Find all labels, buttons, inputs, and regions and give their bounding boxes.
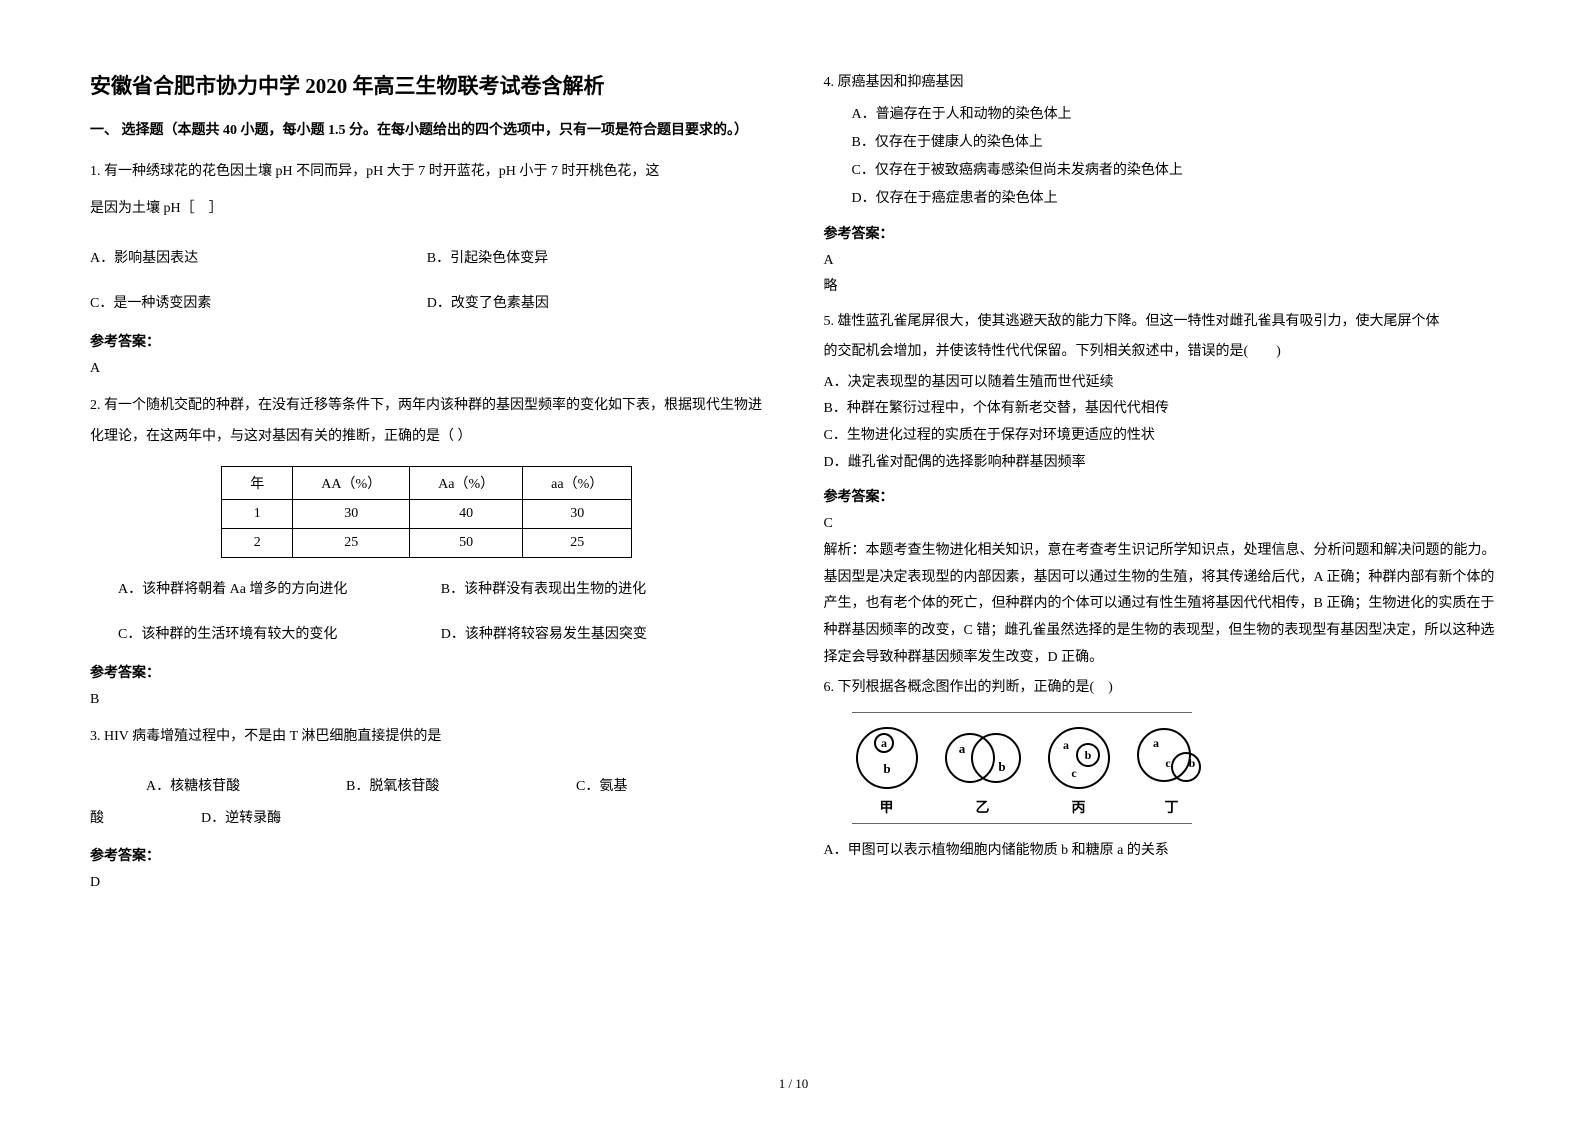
q3-opt-b: B．脱氧核苷酸 xyxy=(346,769,576,804)
diagram-jia: a b 甲 xyxy=(852,723,922,817)
q2-opt-c: C．该种群的生活环境有较大的变化 xyxy=(118,617,441,652)
q2-r2c1: 2 xyxy=(222,529,293,558)
q2-r1c3: 40 xyxy=(410,500,523,529)
q2-th-aa-upper: AA（%） xyxy=(293,467,410,500)
q4-answer-label: 参考答案： xyxy=(824,223,1498,243)
q2-r1c2: 30 xyxy=(293,500,410,529)
q4-opt-c: C．仅存在于被致癌病毒感染但尚未发病者的染色体上 xyxy=(824,157,1498,185)
q1-stem-line2: 是因为土壤 pH［ ］ xyxy=(90,194,764,225)
node-a: a xyxy=(1063,738,1069,752)
q2-th-aa-lower: aa（%） xyxy=(523,467,632,500)
q2-r2c3: 50 xyxy=(410,529,523,558)
diagram-label-yi: 乙 xyxy=(976,797,990,817)
q5-opt-a: A．决定表现型的基因可以随着生殖而世代延续 xyxy=(824,370,1498,397)
q6-diagrams: a b 甲 a b 乙 a xyxy=(824,713,1498,823)
page-number: 1 / 10 xyxy=(779,1076,809,1092)
q2-options-row2: C．该种群的生活环境有较大的变化 D．该种群将较容易发生基因突变 xyxy=(90,617,764,652)
node-c: c xyxy=(1165,756,1171,770)
diagram-ding: a c b 丁 xyxy=(1132,723,1212,817)
q1-opt-a: A．影响基因表达 xyxy=(90,241,427,276)
q1-opt-b: B．引起染色体变异 xyxy=(427,241,764,276)
q5-explain-2: 基因型是决定表现型的内部因素，基因可以通过生物的生殖，将其传递给后代，A 正确；… xyxy=(824,565,1498,671)
left-column: 安徽省合肥市协力中学 2020 年高三生物联考试卷含解析 一、 选择题（本题共 … xyxy=(90,70,764,905)
q2-opt-b: B．该种群没有表现出生物的进化 xyxy=(441,572,764,607)
q4-opt-b: B．仅存在于健康人的染色体上 xyxy=(824,129,1498,157)
q5-explain-1: 解析：本题考查生物进化相关知识，意在考查考生识记所学知识点，处理信息、分析问题和… xyxy=(824,538,1498,565)
q2-options-row1: A．该种群将朝着 Aa 增多的方向进化 B．该种群没有表现出生物的进化 xyxy=(90,572,764,607)
q2-stem: 2. 有一个随机交配的种群，在没有迁移等条件下，两年内该种群的基因型频率的变化如… xyxy=(90,391,764,453)
q3-options-row1: A．核糖核苷酸 B．脱氧核苷酸 C．氨基 xyxy=(90,769,764,804)
diagram-label-ding: 丁 xyxy=(1165,797,1179,817)
q4-opt-d: D．仅存在于癌症患者的染色体上 xyxy=(824,185,1498,213)
q3-options-row2: 酸 D．逆转录酶 xyxy=(90,804,764,835)
q1-options-row1: A．影响基因表达 B．引起染色体变异 xyxy=(90,241,764,276)
table-row: 年 AA（%） Aa（%） aa（%） xyxy=(222,467,632,500)
diagram-label-bing: 丙 xyxy=(1072,797,1086,817)
q5-opt-d: D．雌孔雀对配偶的选择影响种群基因频率 xyxy=(824,450,1498,477)
table-row: 2 25 50 25 xyxy=(222,529,632,558)
q5-answer-label: 参考答案： xyxy=(824,486,1498,506)
node-b: b xyxy=(883,761,890,776)
node-a: a xyxy=(958,741,965,756)
diagram-bing: a b c 丙 xyxy=(1044,723,1114,817)
diagram-label-jia: 甲 xyxy=(880,797,894,817)
q1-options-row2: C．是一种诱变因素 D．改变了色素基因 xyxy=(90,286,764,321)
q1-answer: A xyxy=(90,361,764,377)
q2-th-year: 年 xyxy=(222,467,293,500)
node-a: a xyxy=(1153,736,1159,750)
node-b: b xyxy=(1188,756,1195,770)
diagram-yi: a b 乙 xyxy=(940,723,1026,817)
q4-opt-a: A．普遍存在于人和动物的染色体上 xyxy=(824,101,1498,129)
q1-answer-label: 参考答案： xyxy=(90,331,764,351)
q4-answer: A xyxy=(824,253,1498,269)
q5-stem-line2: 的交配机会增加，并使该特性代代保留。下列相关叙述中，错误的是( ) xyxy=(824,339,1498,366)
node-b: b xyxy=(1084,748,1091,762)
q4-stem: 4. 原癌基因和抑癌基因 xyxy=(824,70,1498,97)
q5-opt-b: B．种群在繁衍过程中，个体有新老交替，基因代代相传 xyxy=(824,396,1498,423)
q5-answer: C xyxy=(824,516,1498,532)
q3-stem: 3. HIV 病毒增殖过程中，不是由 T 淋巴细胞直接提供的是 xyxy=(90,722,764,753)
q5-stem-line1: 5. 雄性蓝孔雀尾屏很大，使其逃避天敌的能力下降。但这一特性对雌孔雀具有吸引力，… xyxy=(824,309,1498,336)
q2-opt-a: A．该种群将朝着 Aa 增多的方向进化 xyxy=(118,572,441,607)
q4-note: 略 xyxy=(824,275,1498,295)
q2-answer: B xyxy=(90,692,764,708)
divider xyxy=(852,823,1192,824)
q3-opt-a: A．核糖核苷酸 xyxy=(146,769,346,804)
exam-title: 安徽省合肥市协力中学 2020 年高三生物联考试卷含解析 xyxy=(90,70,764,100)
section-heading: 一、 选择题（本题共 40 小题，每小题 1.5 分。在每小题给出的四个选项中，… xyxy=(90,118,764,143)
q5-opt-c: C．生物进化过程的实质在于保存对环境更适应的性状 xyxy=(824,423,1498,450)
q2-r1c4: 30 xyxy=(523,500,632,529)
q3-opt-c: C．氨基 xyxy=(576,769,764,804)
q3-answer-label: 参考答案： xyxy=(90,845,764,865)
q2-r1c1: 1 xyxy=(222,500,293,529)
q6-stem: 6. 下列根据各概念图作出的判断，正确的是( ) xyxy=(824,675,1498,702)
table-row: 1 30 40 30 xyxy=(222,500,632,529)
right-column: 4. 原癌基因和抑癌基因 A．普遍存在于人和动物的染色体上 B．仅存在于健康人的… xyxy=(824,70,1498,905)
q3-answer: D xyxy=(90,875,764,891)
q2-opt-d: D．该种群将较容易发生基因突变 xyxy=(441,617,764,652)
q2-r2c2: 25 xyxy=(293,529,410,558)
node-c: c xyxy=(1071,766,1077,780)
q2-answer-label: 参考答案： xyxy=(90,662,764,682)
node-a: a xyxy=(881,736,887,750)
q2-th-aa-mixed: Aa（%） xyxy=(410,467,523,500)
q1-stem-line1: 1. 有一种绣球花的花色因土壤 pH 不同而异，pH 大于 7 时开蓝花，pH … xyxy=(90,157,764,188)
q3-opt-d: D．逆转录酶 xyxy=(201,811,281,826)
q3-opt-c-cont: 酸 xyxy=(90,811,104,826)
q6-opt-a: A．甲图可以表示植物细胞内储能物质 b 和糖原 a 的关系 xyxy=(824,838,1498,865)
node-b: b xyxy=(998,759,1005,774)
q2-table: 年 AA（%） Aa（%） aa（%） 1 30 40 30 2 25 50 2… xyxy=(221,466,632,558)
q1-opt-d: D．改变了色素基因 xyxy=(427,286,764,321)
q2-r2c4: 25 xyxy=(523,529,632,558)
q1-opt-c: C．是一种诱变因素 xyxy=(90,286,427,321)
